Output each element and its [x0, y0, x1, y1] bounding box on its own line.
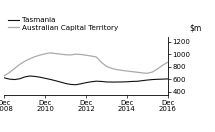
Text: $m: $m — [189, 23, 201, 32]
Legend: Tasmania, Australian Capital Territory: Tasmania, Australian Capital Territory — [8, 17, 118, 31]
